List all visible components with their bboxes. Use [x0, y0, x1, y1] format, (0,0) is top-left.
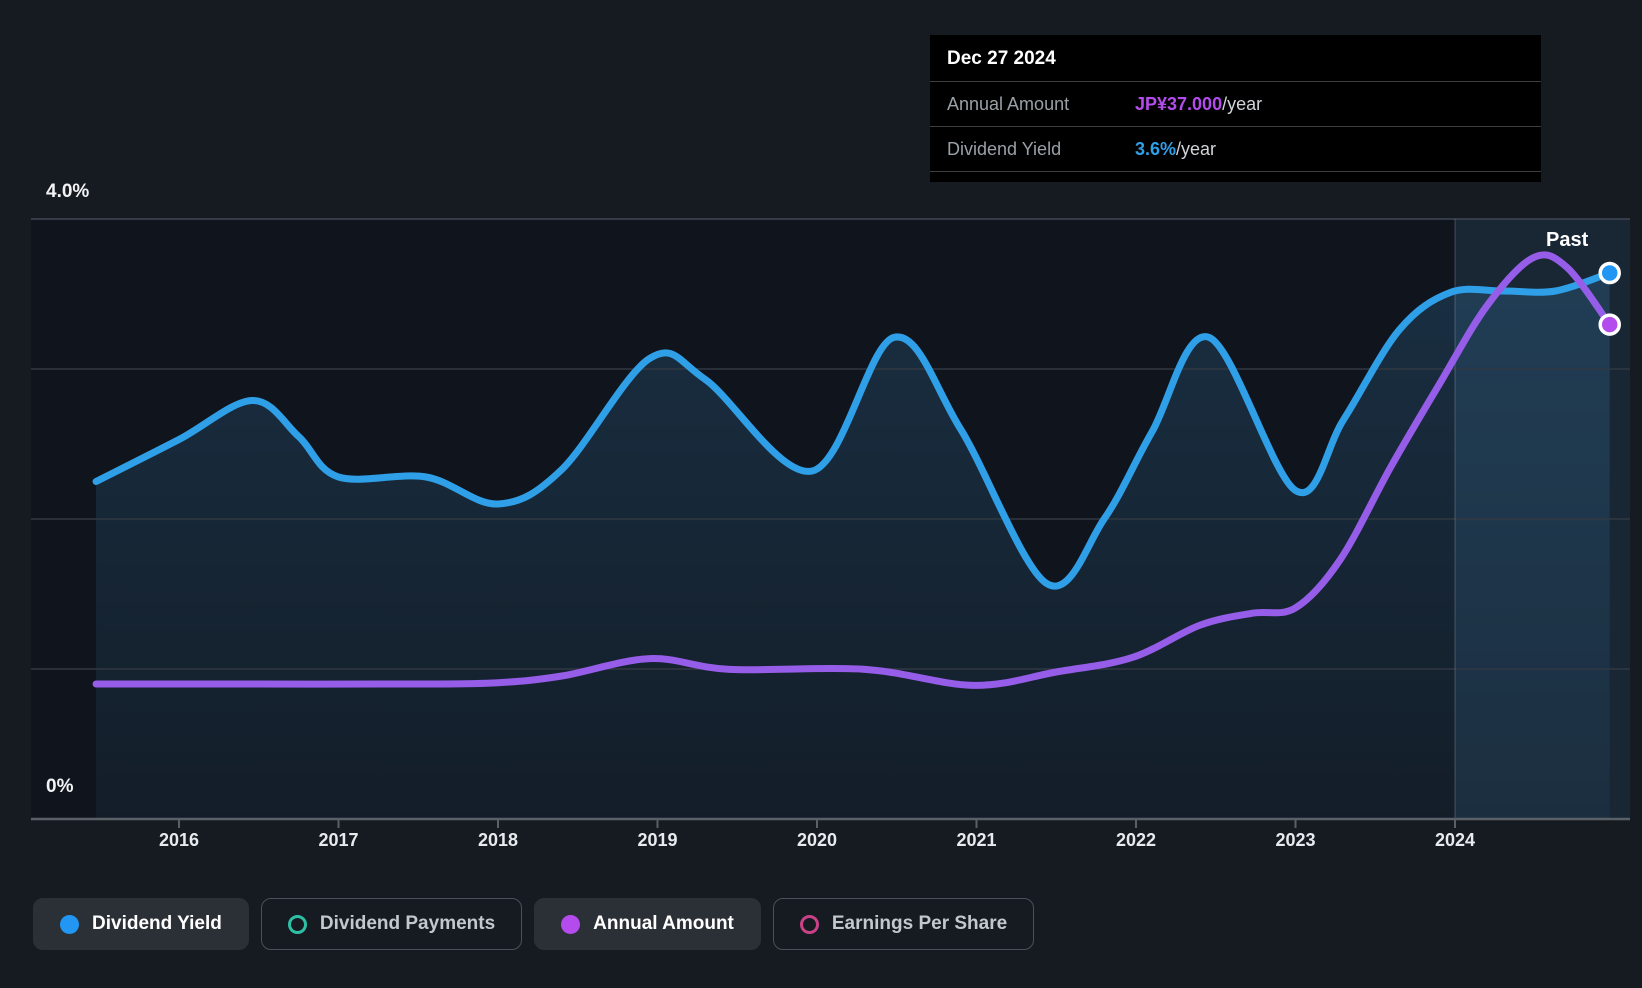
x-axis-labels: 2016 2017 2018 2019 2020 2021 2022 2023 2024 — [0, 830, 1642, 854]
legend-button-annual-amount[interactable]: Annual Amount — [534, 898, 761, 950]
dividend-yield-line — [92, 269, 1614, 590]
annual-amount-endpoint-marker — [1598, 313, 1621, 336]
past-region-label: Past — [1546, 229, 1589, 251]
x-axis-label: 2018 — [477, 830, 519, 850]
annual-amount-line — [92, 251, 1614, 689]
tooltip-row-label: Dividend Yield — [947, 138, 1062, 159]
legend-button-earnings-per-share[interactable]: Earnings Per Share — [772, 898, 1035, 950]
tooltip-row: Annual Amount JP¥37.000/year — [930, 81, 1541, 126]
y-axis-label-top: 4.0% — [46, 181, 90, 202]
tooltip-row-label: Annual Amount — [947, 93, 1070, 114]
chart-tooltip: Dec 27 2024 Annual Amount JP¥37.000/year D… — [930, 35, 1541, 182]
legend-button-dividend-yield[interactable]: Dividend Yield — [33, 898, 249, 950]
legend-button-label: Dividend Payments — [319, 913, 496, 934]
x-axis-label: 2024 — [1434, 830, 1476, 850]
legend-button-label: Dividend Yield — [92, 913, 222, 934]
y-axis-label-zero: 0% — [46, 776, 74, 797]
x-axis-label: 2017 — [318, 830, 359, 850]
legend-button-label: Annual Amount — [593, 913, 734, 934]
tooltip-row-value: JP¥37.000 — [1135, 93, 1223, 114]
x-axis-label: 2023 — [1275, 830, 1316, 850]
tooltip-date: Dec 27 2024 — [947, 48, 1056, 69]
legend-filled-dot-icon — [561, 914, 581, 934]
tooltip-rows: Annual Amount JP¥37.000/year Dividend Yiel… — [930, 81, 1541, 172]
x-axis-label: 2021 — [956, 830, 997, 850]
x-axis-label: 2022 — [1115, 830, 1157, 850]
tooltip-row-suffix: /year — [1222, 93, 1263, 114]
tooltip-row: Dividend Yield 3.6%/year — [930, 126, 1541, 172]
tooltip-row-value: 3.6% — [1135, 138, 1177, 159]
legend-filled-dot-icon — [60, 914, 79, 934]
legend-hollow-dot-icon — [287, 914, 307, 934]
legend-button-label: Earnings Per Share — [831, 913, 1008, 934]
legend-hollow-dot-icon — [799, 914, 819, 934]
x-axis-label: 2019 — [637, 830, 678, 850]
legend-button-dividend-payments[interactable]: Dividend Payments — [260, 898, 523, 950]
x-axis-label: 2016 — [158, 830, 200, 850]
legend: Dividend Yield Dividend Payments Annual Am… — [33, 898, 1035, 950]
x-axis-label: 2020 — [796, 830, 838, 850]
tooltip-row-suffix: /year — [1176, 138, 1217, 159]
dividend-yield-endpoint-marker — [1598, 261, 1621, 285]
